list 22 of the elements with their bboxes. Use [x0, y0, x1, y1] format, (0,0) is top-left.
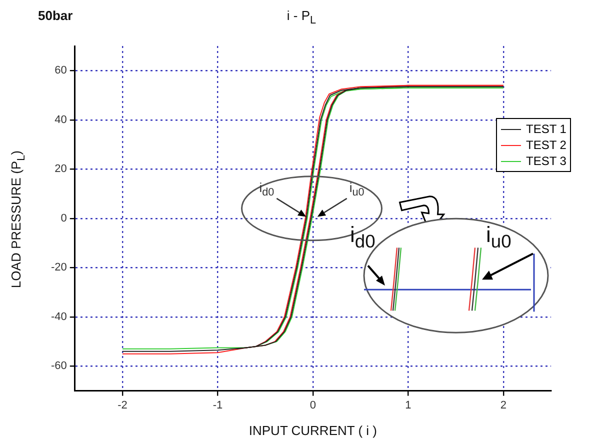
- legend-label: TEST 3: [526, 154, 566, 168]
- y-tick-label: -40: [50, 310, 67, 323]
- legend-label: TEST 1: [526, 122, 566, 136]
- annotation: i$_{d0}$: [350, 222, 376, 252]
- x-tick-label: 1: [405, 399, 412, 412]
- x-tick-label: 0: [310, 399, 316, 412]
- x-tick-label: -1: [212, 399, 223, 412]
- annotation: i$_{d0}$: [258, 180, 276, 199]
- chart-subtitle: 50bar: [38, 8, 73, 23]
- x-tick-label: 2: [500, 399, 506, 412]
- x-tick-label: -2: [118, 399, 128, 412]
- annotation: i$_{u0}$: [348, 180, 366, 199]
- y-tick-label: 40: [54, 114, 67, 126]
- y-tick-label: 0: [60, 212, 67, 224]
- y-tick-label: 60: [54, 64, 67, 77]
- y-tick-label: -60: [50, 360, 67, 372]
- y-tick-label: -20: [50, 262, 67, 274]
- y-tick-label: 20: [54, 163, 67, 176]
- annotation: i$_{u0}$: [486, 222, 512, 252]
- legend-label: TEST 2: [526, 138, 566, 152]
- chart-title: i - P$_{L}$: [286, 8, 316, 27]
- x-axis-title: INPUT CURRENT ( i ): [248, 423, 378, 438]
